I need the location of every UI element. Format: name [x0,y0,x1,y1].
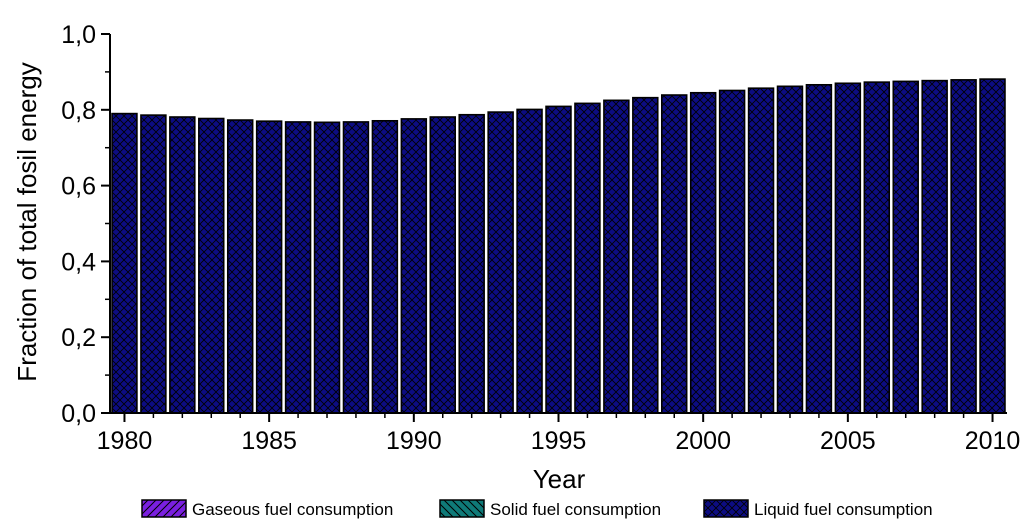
legend: Gaseous fuel consumption Solid fuel consu… [141,499,933,519]
y-tick-label: 0,2 [61,324,96,352]
x-axis-title: Year [533,464,586,494]
x-tick-label: 1995 [531,427,587,455]
bar-2007-series-2 [892,80,919,414]
bar-2009-series-2 [950,79,977,414]
bar-1990-series-2 [400,118,428,414]
bar-2004-series-2 [805,83,833,414]
bar-1984-series-2 [226,119,254,414]
bar-1982-series-2 [169,116,196,414]
bar-2006-series-2 [863,81,891,414]
bar-1980-series-2 [111,112,138,414]
bar-1995-series-2 [545,105,572,414]
bar-2003-series-2 [776,85,804,414]
bar-2010-series-2 [979,78,1006,414]
x-tick-label: 1980 [97,427,153,455]
bar-1993-series-2 [487,111,514,414]
y-tick-label: 0,6 [61,173,96,201]
bar-1988-series-2 [342,121,370,414]
bar-1986-series-2 [284,121,312,414]
legend-label: Solid fuel consumption [490,500,661,519]
legend-swatch [703,499,749,518]
x-tick-label: 2000 [675,427,731,455]
bar-1999-series-2 [660,94,688,414]
x-tick-label: 2010 [965,427,1021,455]
legend-swatch [141,499,187,518]
bar-1983-series-2 [198,117,225,414]
bar-1985-series-2 [255,120,283,414]
legend-label: Liquid fuel consumption [754,500,933,519]
bar-2008-series-2 [921,79,948,414]
bar-1989-series-2 [371,119,399,414]
bar-2002-series-2 [747,87,775,414]
x-tick-label: 1990 [386,427,442,455]
bar-1994-series-2 [516,108,543,414]
ticks-layer: 0,0 0,2 0,4 0,6 0,8 1,0 1980 1985 1990 1995 2000 20… [61,21,1020,455]
bar-1981-series-2 [140,114,167,414]
bars-layer [111,78,1006,414]
legend-swatch [439,499,485,518]
bar-2000-series-2 [689,91,717,414]
bar-1992-series-2 [458,113,485,414]
y-tick-label: 0,0 [61,400,96,428]
bar-1996-series-2 [574,102,601,414]
y-axis-title: Fraction of total fosil energy [12,62,42,381]
y-tick-label: 0,8 [61,97,96,125]
bar-1998-series-2 [632,96,659,414]
y-tick-label: 1,0 [61,21,96,49]
bar-1991-series-2 [429,116,457,414]
bar-1997-series-2 [603,99,630,414]
bar-2005-series-2 [834,82,862,414]
x-tick-label: 1985 [241,427,297,455]
bar-1987-series-2 [313,121,341,414]
legend-label: Gaseous fuel consumption [192,500,393,519]
bar-2001-series-2 [718,89,746,414]
x-tick-label: 2005 [820,427,876,455]
y-tick-label: 0,4 [61,248,96,276]
